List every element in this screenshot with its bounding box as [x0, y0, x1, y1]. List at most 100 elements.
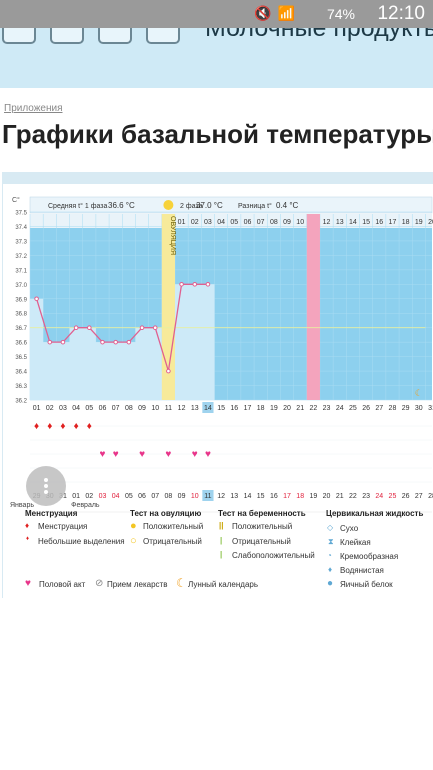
- battery-level: 74%: [326, 6, 355, 22]
- legend-fluid-title: Цервикальная жидкость: [326, 509, 424, 518]
- cycle-day-label: 17: [244, 405, 252, 412]
- phase2-day-label: 19: [415, 219, 423, 226]
- watery-icon: ♦: [328, 565, 333, 574]
- phase2-day-label: 10: [296, 219, 304, 226]
- calendar-date-label: 18: [296, 493, 304, 500]
- calendar-date-label: 13: [230, 493, 238, 500]
- y-tick-label: 37.3: [15, 239, 27, 245]
- calendar-date-label: 22: [349, 493, 357, 500]
- y-tick-label: 36.8: [15, 312, 27, 318]
- phase2-day-label: 04: [217, 219, 225, 226]
- banner-title[interactable]: Молочные продукты: [205, 28, 433, 42]
- phase2-day-label: 05: [230, 219, 238, 226]
- pregnancy-weak-icon: |: [220, 550, 223, 559]
- sticky-icon: ⧗: [328, 537, 334, 546]
- temperature-point: [139, 325, 145, 330]
- calendar-date-label: 28: [428, 493, 433, 500]
- ovulation-negative-icon: ○: [130, 535, 137, 547]
- phase1-label: Средняя t° 1 фаза: [48, 202, 107, 210]
- calendar-date-label: 25: [389, 493, 397, 500]
- dry-icon: ◇: [327, 523, 334, 532]
- banner[interactable]: Молочные продукты: [0, 28, 433, 88]
- cycle-day-label: 07: [112, 405, 120, 412]
- calendar-date-label: 11: [204, 493, 211, 500]
- drop-icon: ♦: [87, 421, 92, 432]
- cycle-day-label: 21: [296, 405, 304, 412]
- legend-intercourse: Половой акт: [39, 580, 86, 589]
- temperature-point: [87, 325, 92, 330]
- cycle-day-label: 14: [204, 405, 212, 412]
- month-label: Февраль: [71, 502, 100, 509]
- cycle-day-label: 11: [165, 405, 172, 412]
- temperature-point: [100, 339, 105, 345]
- cycle-day-label: 29: [402, 405, 410, 412]
- y-tick-label: 36.7: [15, 326, 27, 332]
- menu-dot-icon: [44, 478, 48, 482]
- phase2-day-label: 13: [336, 219, 344, 226]
- legend-medication: Прием лекарств: [107, 580, 168, 589]
- y-tick-label: 36.3: [15, 384, 27, 390]
- drop-icon: ♦: [34, 421, 39, 432]
- phase2-day-label: 08: [270, 219, 278, 226]
- phase1-value: 36.6 °C: [108, 201, 135, 210]
- phase2-day-label: 17: [389, 219, 397, 226]
- banner-tile[interactable]: [50, 28, 84, 44]
- page-title: Графики базальной температуры: [2, 119, 433, 149]
- temperature-point: [126, 339, 132, 345]
- legend-pr-weak: Слабоположительный: [232, 551, 315, 560]
- banner-tile[interactable]: [98, 28, 132, 44]
- legend-pregnancy-title: Тест на беременность: [218, 509, 306, 518]
- temperature-point: [73, 325, 79, 330]
- cycle-day-label: 20: [283, 405, 291, 412]
- calendar-date-label: 07: [151, 493, 159, 500]
- cycle-day-label: 22: [309, 405, 317, 412]
- legend-fl-creamy: Кремообразная: [340, 552, 399, 561]
- highlight-column: [306, 214, 320, 400]
- phase2-day-label: 01: [178, 219, 186, 226]
- cycle-day-label: 24: [336, 405, 344, 412]
- calendar-date-label: 08: [164, 493, 172, 500]
- legend-ov-negative: Отрицательный: [143, 537, 202, 546]
- y-tick-label: 37.1: [15, 268, 27, 274]
- heart-icon: ♥: [165, 449, 171, 460]
- banner-tile[interactable]: [146, 28, 180, 44]
- moon-icon: ☾: [176, 576, 187, 590]
- phase2-label: 2 фаза: [180, 203, 203, 210]
- cycle-day-label: 30: [415, 405, 423, 412]
- phase2-day-row: [30, 214, 432, 228]
- cycle-day-label: 18: [257, 405, 265, 412]
- legend-lunar: Лунный календарь: [188, 580, 259, 589]
- cycle-day-label: 02: [46, 405, 54, 412]
- temperature-point: [166, 368, 171, 374]
- legend-menstruation: Менструация: [38, 522, 88, 531]
- calendar-date-label: 23: [362, 493, 370, 500]
- cycle-day-label: 15: [217, 405, 225, 412]
- breadcrumb[interactable]: Приложения: [4, 103, 63, 114]
- legend-pr-negative: Отрицательный: [232, 537, 291, 546]
- drop-icon: ♦: [74, 421, 79, 432]
- temperature-point: [192, 282, 198, 287]
- cycle-day-label: 08: [125, 405, 133, 412]
- calendar-date-label: 19: [309, 493, 317, 500]
- month-label: Январь: [10, 502, 34, 509]
- calendar-date-label: 05: [125, 493, 133, 500]
- calendar-date-label: 20: [323, 493, 331, 500]
- calendar-date-label: 04: [112, 493, 120, 500]
- legend-fl-eggwhite: Яичный белок: [340, 580, 393, 589]
- pill-icon: ⊘: [95, 578, 104, 589]
- y-tick-label: 36.4: [15, 370, 27, 376]
- banner-tile[interactable]: [2, 28, 36, 44]
- phase2-day-label: 09: [283, 219, 291, 226]
- ovulation-sun-icon: [163, 200, 174, 210]
- calendar-date-label: 03: [99, 493, 107, 500]
- phase2-day-label: 18: [402, 219, 410, 226]
- phase2-day-label: 06: [244, 219, 252, 226]
- temperature-line: [35, 283, 208, 372]
- cycle-day-label: 03: [59, 405, 67, 412]
- calendar-date-label: 15: [257, 493, 265, 500]
- calendar-date-label: 14: [244, 493, 252, 500]
- temperature-point: [152, 325, 158, 330]
- legend-fl-sticky: Клейкая: [340, 538, 371, 547]
- today-marker: [202, 490, 214, 501]
